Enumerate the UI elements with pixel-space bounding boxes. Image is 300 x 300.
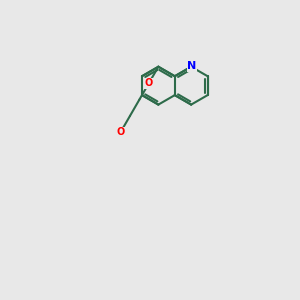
Text: N: N	[187, 61, 196, 71]
Text: O: O	[145, 78, 153, 88]
Text: O: O	[116, 127, 124, 137]
